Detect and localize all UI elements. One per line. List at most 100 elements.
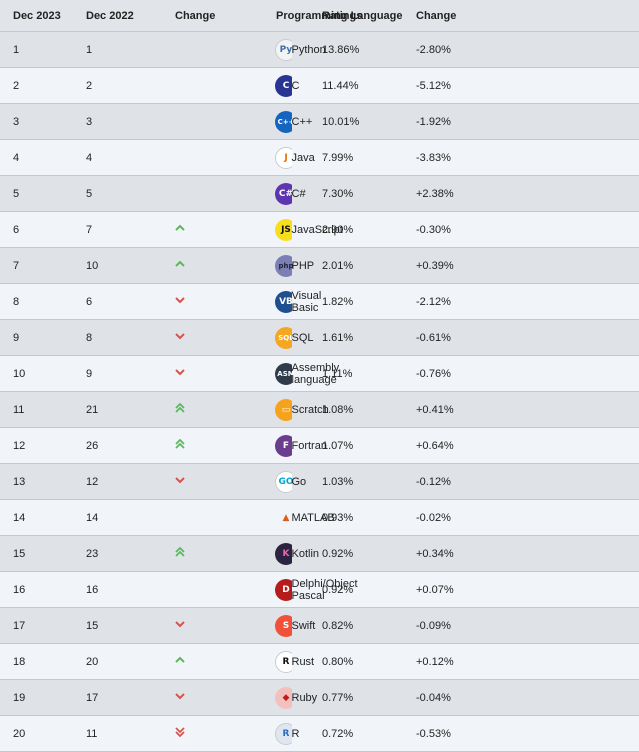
rating-cell: 11.44% bbox=[322, 67, 416, 104]
rating-cell: 2.01% bbox=[322, 247, 416, 284]
language-logo-cell: C# bbox=[261, 175, 297, 212]
rank-2022-cell: 20 bbox=[86, 643, 175, 680]
rank-2022-cell: 12 bbox=[86, 463, 175, 500]
change-percent-cell: -1.92% bbox=[416, 103, 639, 140]
table-row[interactable]: 1 1 Py Python 13.86% -2.80% bbox=[0, 31, 639, 68]
rank-2022-cell: 10 bbox=[86, 247, 175, 284]
language-name-cell[interactable]: SQL bbox=[291, 319, 322, 356]
language-name-cell[interactable]: Kotlin bbox=[291, 535, 322, 572]
table-row[interactable]: 2 2 C C 11.44% -5.12% bbox=[0, 67, 639, 104]
language-logo-cell: ▭ bbox=[261, 391, 297, 428]
table-row[interactable]: 9 8 SQL SQL 1.61% -0.61% bbox=[0, 319, 639, 356]
matlab-icon: ▲ bbox=[282, 512, 290, 523]
header-programming-language[interactable]: Programming Language bbox=[261, 0, 403, 32]
change-percent-cell: -0.12% bbox=[416, 463, 639, 500]
change-percent-cell: -2.80% bbox=[416, 31, 639, 68]
rank-2023-cell: 17 bbox=[0, 607, 86, 644]
table-row[interactable]: 3 3 C++ C++ 10.01% -1.92% bbox=[0, 103, 639, 140]
change-percent-cell: -0.04% bbox=[416, 679, 639, 716]
table-row[interactable]: 17 15 S Swift 0.82% -0.09% bbox=[0, 607, 639, 644]
language-logo-cell: D bbox=[261, 571, 297, 608]
language-name-cell[interactable]: C# bbox=[291, 175, 322, 212]
language-name-cell[interactable]: MATLAB bbox=[291, 499, 335, 536]
change-percent-cell: -0.02% bbox=[416, 499, 639, 536]
rank-2023-cell: 19 bbox=[0, 679, 86, 716]
rating-cell: 0.72% bbox=[322, 715, 416, 752]
table-row[interactable]: 14 14 ▲ MATLAB 0.93% -0.02% bbox=[0, 499, 639, 536]
rating-cell: 1.82% bbox=[322, 283, 416, 320]
language-logo-cell: SQL bbox=[261, 319, 297, 356]
rank-2023-cell: 13 bbox=[0, 463, 86, 500]
language-name-cell[interactable]: C bbox=[291, 67, 322, 104]
language-name-cell[interactable]: Swift bbox=[291, 607, 322, 644]
rank-2022-cell: 17 bbox=[86, 679, 175, 716]
trend-down-double-icon bbox=[174, 726, 186, 738]
rank-2022-cell: 26 bbox=[86, 427, 175, 464]
rating-cell: 0.80% bbox=[322, 643, 416, 680]
table-row[interactable]: 19 17 ◆ Ruby 0.77% -0.04% bbox=[0, 679, 639, 716]
trend-cell bbox=[175, 607, 261, 644]
language-name-cell[interactable]: C++ bbox=[291, 103, 322, 140]
header-dec-2023[interactable]: Dec 2023 bbox=[0, 0, 86, 32]
table-row[interactable]: 13 12 GO Go 1.03% -0.12% bbox=[0, 463, 639, 500]
trend-cell bbox=[175, 427, 261, 464]
table-header-row: Dec 2023 Dec 2022 Change Programming Lan… bbox=[0, 0, 639, 32]
language-logo-cell: C++ bbox=[261, 103, 297, 140]
language-logo-cell: F bbox=[261, 427, 297, 464]
header-change[interactable]: Change bbox=[175, 0, 261, 32]
language-name-cell[interactable]: Scratch bbox=[291, 391, 329, 428]
table-row[interactable]: 11 21 ▭ Scratch 1.08% +0.41% bbox=[0, 391, 639, 428]
table-row[interactable]: 20 11 R R 0.72% -0.53% bbox=[0, 715, 639, 752]
table-row[interactable]: 8 6 VB Visual Basic 1.82% -2.12% bbox=[0, 283, 639, 320]
trend-cell bbox=[175, 679, 261, 716]
change-percent-cell: -2.12% bbox=[416, 283, 639, 320]
table-row[interactable]: 7 10 php PHP 2.01% +0.39% bbox=[0, 247, 639, 284]
rank-2023-cell: 16 bbox=[0, 571, 86, 608]
rank-2022-cell: 4 bbox=[86, 139, 175, 176]
trend-down-icon bbox=[174, 475, 186, 485]
trend-cell bbox=[175, 247, 261, 284]
language-name-cell[interactable]: PHP bbox=[291, 247, 322, 284]
language-name-cell[interactable]: Python bbox=[291, 31, 326, 68]
rating-cell: 2.90% bbox=[322, 211, 416, 248]
table-row[interactable]: 10 9 ASM Assembly language 1.11% -0.76% bbox=[0, 355, 639, 392]
language-logo-cell: php bbox=[261, 247, 297, 284]
language-name-cell[interactable]: JavaScript bbox=[291, 211, 343, 248]
language-name-cell[interactable]: Assembly language bbox=[291, 355, 339, 392]
rank-2022-cell: 5 bbox=[86, 175, 175, 212]
trend-cell bbox=[175, 571, 261, 608]
language-name-cell[interactable]: Go bbox=[291, 463, 322, 500]
language-name-cell[interactable]: Java bbox=[291, 139, 322, 176]
rank-2022-cell: 8 bbox=[86, 319, 175, 356]
language-name-cell[interactable]: Rust bbox=[291, 643, 322, 680]
change-percent-cell: +0.39% bbox=[416, 247, 639, 284]
header-ratings[interactable]: Ratings bbox=[322, 0, 416, 32]
trend-cell bbox=[174, 283, 261, 320]
change-percent-cell: -0.61% bbox=[416, 319, 639, 356]
table-row[interactable]: 12 26 F Fortran 1.07% +0.64% bbox=[0, 427, 639, 464]
rank-2023-cell: 2 bbox=[0, 67, 86, 104]
header-change-percent[interactable]: Change bbox=[416, 0, 639, 32]
language-name-cell[interactable]: Delphi/Object Pascal bbox=[291, 571, 358, 608]
language-logo-cell: VB bbox=[261, 283, 297, 320]
trend-down-icon bbox=[174, 295, 186, 305]
table-row[interactable]: 6 7 JS JavaScript 2.90% -0.30% bbox=[0, 211, 639, 248]
change-percent-cell: -0.09% bbox=[416, 607, 639, 644]
language-name-cell[interactable]: Visual Basic bbox=[291, 283, 322, 320]
table-row[interactable]: 5 5 C# C# 7.30% +2.38% bbox=[0, 175, 639, 212]
language-name-cell[interactable]: R bbox=[291, 715, 322, 752]
rank-2022-cell: 15 bbox=[86, 607, 175, 644]
table-row[interactable]: 4 4 J Java 7.99% -3.83% bbox=[0, 139, 639, 176]
header-dec-2022[interactable]: Dec 2022 bbox=[86, 0, 175, 32]
table-row[interactable]: 18 20 R Rust 0.80% +0.12% bbox=[0, 643, 639, 680]
language-logo-cell: ▲ bbox=[261, 499, 292, 536]
table-row[interactable]: 15 23 K Kotlin 0.92% +0.34% bbox=[0, 535, 639, 572]
language-name-cell[interactable]: Fortran bbox=[291, 427, 327, 464]
rating-cell: 1.07% bbox=[322, 427, 416, 464]
rating-cell: 0.77% bbox=[322, 679, 416, 716]
language-logo-cell: GO bbox=[261, 463, 297, 500]
trend-up-icon bbox=[174, 223, 186, 233]
trend-up-double-icon bbox=[174, 402, 186, 414]
language-name-cell[interactable]: Ruby bbox=[291, 679, 322, 716]
